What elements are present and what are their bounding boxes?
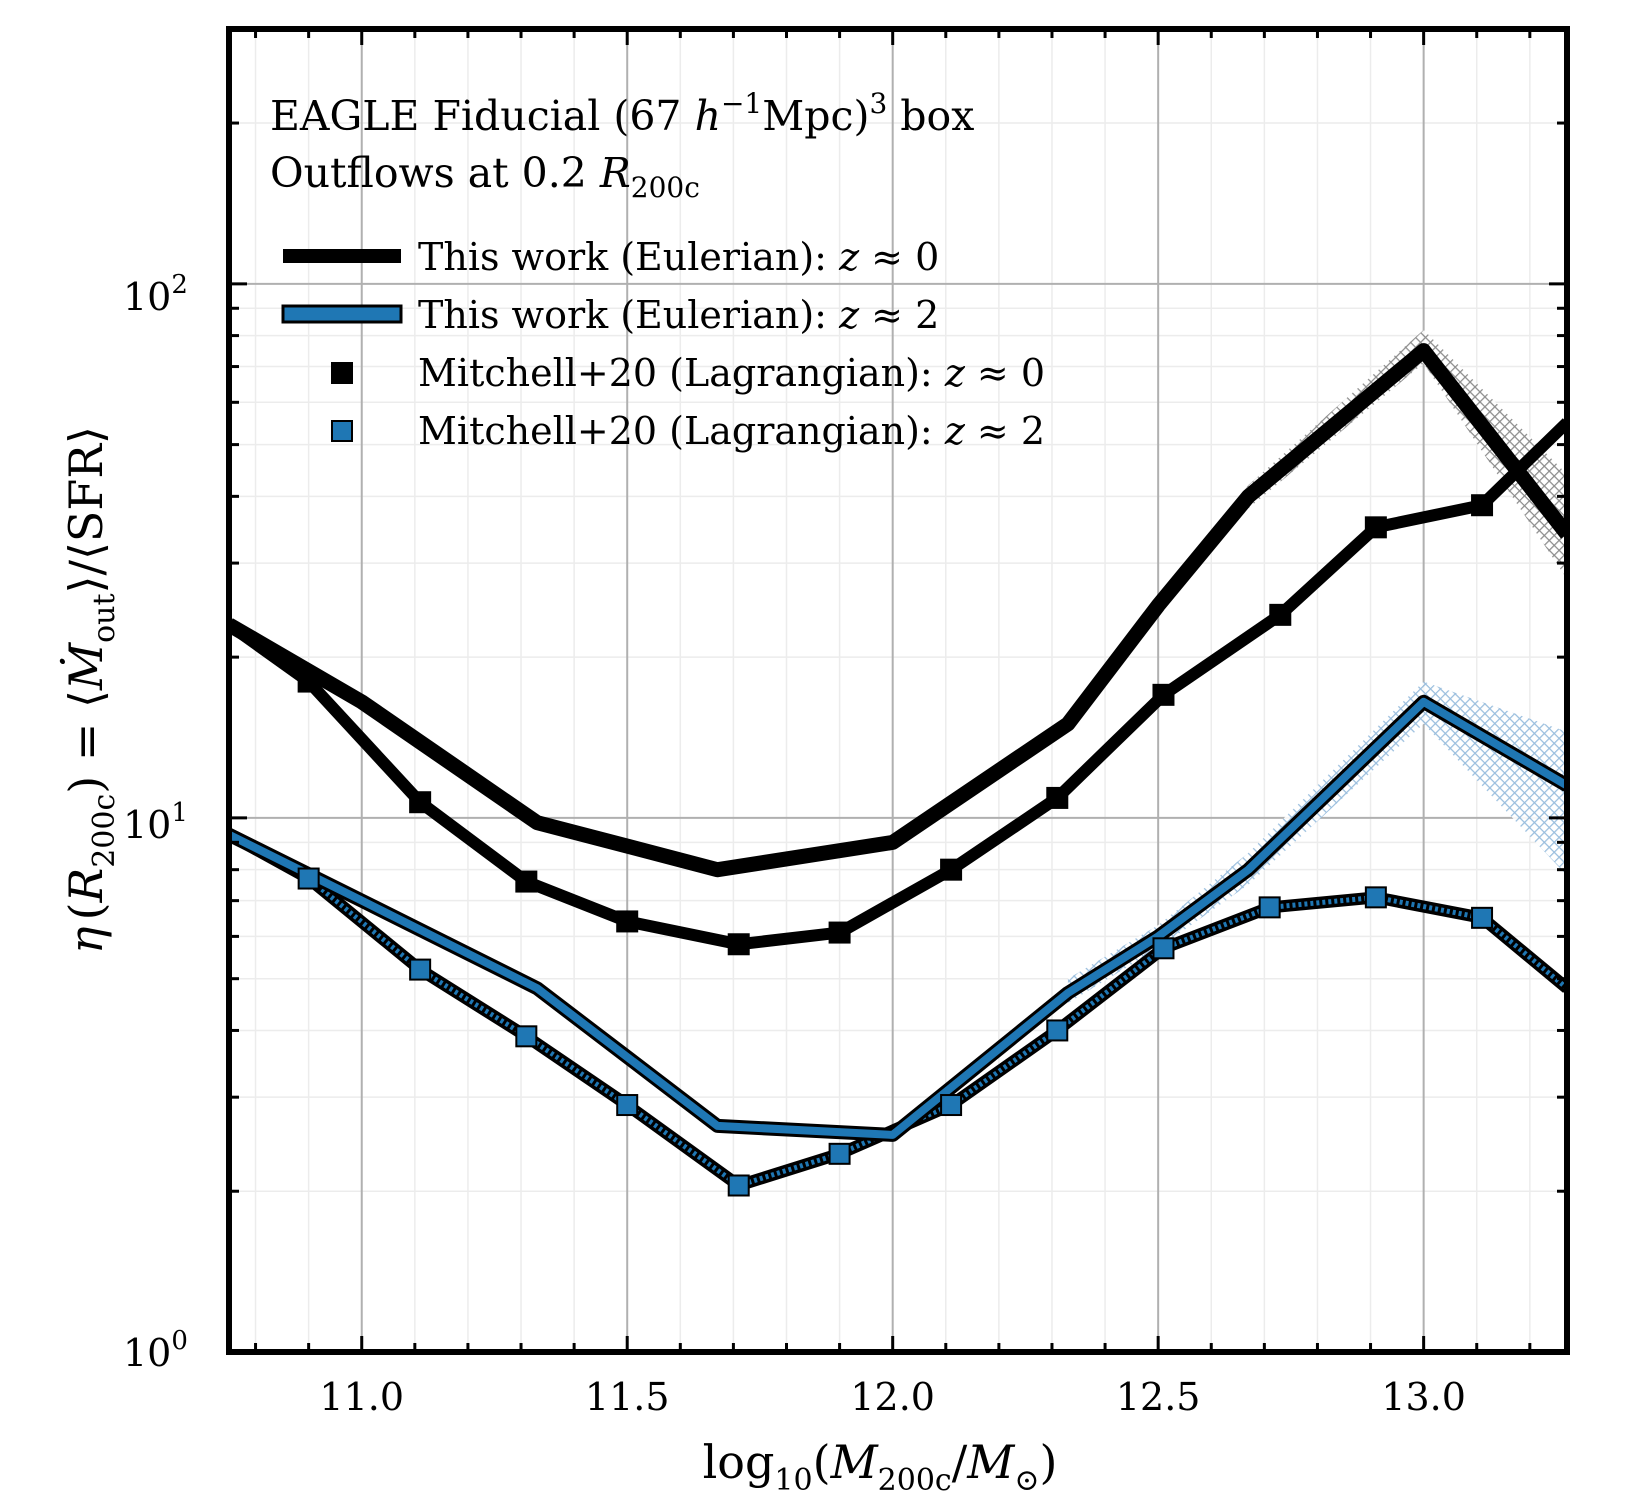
y-axis-label: η(R200c) = ⟨Ṁout⟩/⟨SFR⟩ <box>58 426 122 954</box>
annotation: EAGLE Fiducial (67 h−1Mpc)3 box Outflows… <box>270 87 974 204</box>
marker-mitchell-z0 <box>616 910 639 933</box>
legend-label: Mitchell+20 (Lagrangian): z ≈ 2 <box>418 409 1045 453</box>
y-tick-label-1e1: 101 <box>123 798 188 847</box>
marker-mitchell-z0 <box>940 858 963 881</box>
marker-mitchell-z2 <box>1364 886 1387 909</box>
marker-mitchell-z2 <box>1152 937 1175 960</box>
marker-mitchell-z0 <box>828 921 851 944</box>
x-tick-label: 12.0 <box>850 1375 935 1419</box>
band-z0 <box>1158 329 1567 615</box>
legend-label: This work (Eulerian): z ≈ 0 <box>418 235 939 279</box>
line-eulerian-z2 <box>229 697 1567 1139</box>
line-eulerian-z0 <box>229 343 1567 878</box>
marker-mitchell-z2 <box>1258 896 1281 919</box>
marker-mitchell-z0 <box>409 791 432 814</box>
annotation-line-2: Outflows at 0.2 R200c <box>270 149 700 204</box>
legend-label: This work (Eulerian): z ≈ 2 <box>418 293 939 337</box>
x-axis-label: log10(M200c/M⊙) <box>703 1435 1058 1498</box>
marker-mitchell-z0 <box>1471 494 1494 517</box>
y-tick-label-1e0: 100 <box>123 1326 188 1375</box>
x-tick-label: 13.0 <box>1381 1375 1466 1419</box>
series-lines <box>229 343 1567 1192</box>
marker-mitchell-z2 <box>1046 1019 1069 1042</box>
y-tick-labels: 100 101 102 <box>123 270 188 1375</box>
line-mitchell-z0 <box>229 418 1567 951</box>
marker-mitchell-z2 <box>616 1094 639 1117</box>
legend-handle-blue-line <box>281 304 403 324</box>
legend-label: Mitchell+20 (Lagrangian): z ≈ 0 <box>418 351 1045 395</box>
legend: This work (Eulerian): z ≈ 0 This work (E… <box>281 235 1045 453</box>
x-tick-labels: 11.0 11.5 12.0 12.5 13.0 <box>319 1375 1466 1419</box>
minor-grid <box>229 28 1567 1352</box>
marker-mitchell-z0 <box>1269 603 1292 626</box>
marker-mitchell-z0 <box>727 933 750 956</box>
marker-mitchell-z2 <box>940 1094 963 1117</box>
series-markers <box>297 494 1494 1197</box>
marker-mitchell-z2 <box>727 1174 750 1197</box>
marker-mitchell-z0 <box>297 670 320 693</box>
marker-mitchell-z0 <box>1364 516 1387 539</box>
x-tick-label: 12.5 <box>1116 1375 1201 1419</box>
legend-handle-black-square <box>331 362 353 384</box>
y-tick-label-1e2: 102 <box>123 270 188 319</box>
marker-mitchell-z2 <box>409 958 432 981</box>
annotation-line-1: EAGLE Fiducial (67 h−1Mpc)3 box <box>270 87 974 140</box>
legend-handle-blue-square <box>331 420 353 442</box>
marker-mitchell-z0 <box>1152 683 1175 706</box>
x-tick-label: 11.0 <box>319 1375 404 1419</box>
marker-mitchell-z2 <box>828 1142 851 1165</box>
marker-mitchell-z0 <box>1046 786 1069 809</box>
axis-ticks <box>229 27 1567 1354</box>
marker-mitchell-z2 <box>1471 906 1494 929</box>
marker-mitchell-z2 <box>297 867 320 890</box>
plot-frame <box>226 26 1570 1355</box>
marker-mitchell-z2 <box>515 1025 538 1048</box>
band-z2 <box>1067 681 1567 1004</box>
marker-mitchell-z0 <box>515 870 538 893</box>
major-grid <box>229 29 1567 1353</box>
x-tick-label: 11.5 <box>585 1375 670 1419</box>
